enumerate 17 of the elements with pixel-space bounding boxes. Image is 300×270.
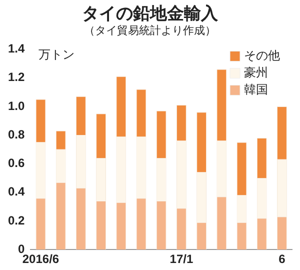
chart-subtitle: （タイ貿易統計より作成）	[83, 23, 217, 38]
y-tick-label: 0.4	[8, 184, 25, 199]
legend-label: その他	[244, 48, 280, 62]
y-tick-label: 1.4	[8, 42, 25, 56]
y-tick-label: 0.8	[8, 127, 25, 142]
x-tick-label: 17/1	[170, 252, 194, 266]
y-tick-label: 0	[18, 242, 25, 256]
x-tick-label: 2016/6	[22, 252, 60, 266]
legend-label: 韓国	[244, 82, 268, 96]
y-axis-title: 万トン	[38, 47, 75, 62]
y-tick-label: 1.2	[8, 70, 25, 84]
y-tick-label: 1.0	[8, 98, 25, 113]
chart-title: タイの鉛地金輸入	[81, 3, 219, 24]
y-tick-label: 0.2	[8, 213, 25, 228]
legend-label: 豪州	[244, 65, 268, 80]
x-tick-label: 6	[278, 252, 286, 266]
y-tick-label: 0.6	[8, 156, 25, 170]
